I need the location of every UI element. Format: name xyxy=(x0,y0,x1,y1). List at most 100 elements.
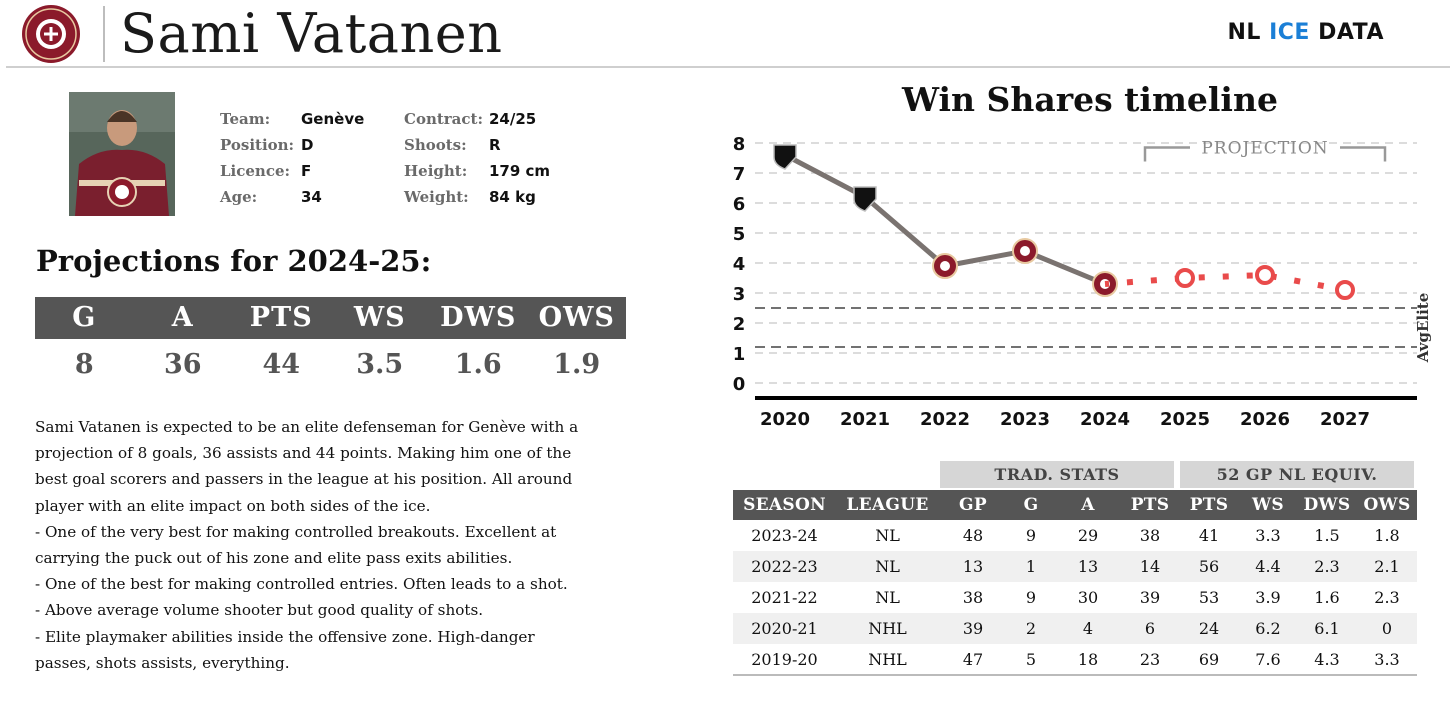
stats-header-row: SEASON LEAGUE GP G A PTS PTS WS DWS OWS xyxy=(733,490,1417,520)
table-cell: 29 xyxy=(1077,526,1099,545)
x-tick-label: 2025 xyxy=(1160,409,1210,430)
header-gp: GP xyxy=(939,490,1007,520)
table-cell: 2.3 xyxy=(1297,551,1357,582)
table-row: 2021-22 NL 38 9 30 39 53 3.9 1.6 2.3 xyxy=(733,582,1417,613)
x-tick-label: 2020 xyxy=(760,409,810,430)
player-photo-icon xyxy=(69,92,175,216)
table-cell: 1.8 xyxy=(1374,526,1400,545)
table-cell: 38 xyxy=(1139,526,1161,545)
y-tick-label: 7 xyxy=(733,164,746,185)
y-tick-label: 5 xyxy=(733,224,746,245)
x-tick-label: 2021 xyxy=(840,409,890,430)
table-row: 2020-21 NHL 39 2 4 6 24 6.2 6.1 0 xyxy=(733,613,1417,644)
table-cell: 6.1 xyxy=(1297,613,1357,644)
header-ows: OWS xyxy=(1357,490,1417,520)
proj-value-dws: 1.6 xyxy=(454,349,502,380)
brand-prefix: NL xyxy=(1227,20,1270,45)
age-label: Age: xyxy=(220,188,258,206)
table-cell: 1 xyxy=(1007,551,1055,582)
table-cell: NHL xyxy=(836,644,939,676)
table-cell: 4.4 xyxy=(1239,551,1297,582)
table-cell: 6 xyxy=(1121,613,1179,644)
licence-value: F xyxy=(301,162,312,180)
description-line: projection of 8 goals, 36 assists and 44… xyxy=(35,444,572,463)
shoots-value: R xyxy=(489,136,501,154)
stats-table: SEASON LEAGUE GP G A PTS PTS WS DWS OWS … xyxy=(733,490,1417,676)
description-line: - One of the best for making controlled … xyxy=(35,575,568,594)
header-a: A xyxy=(1055,490,1121,520)
table-cell: 69 xyxy=(1179,644,1239,676)
weight-label: Weight: xyxy=(404,188,469,206)
table-cell: 2 xyxy=(1007,613,1055,644)
table-cell: 2020-21 xyxy=(733,613,836,644)
proj-header-g: G xyxy=(72,302,97,333)
proj-value-a: 36 xyxy=(163,349,202,380)
table-cell: 7.6 xyxy=(1239,644,1297,676)
player-name: Sami Vatanen xyxy=(120,2,503,65)
table-cell: 2.3 xyxy=(1374,588,1400,607)
projection-point xyxy=(1175,268,1195,288)
brand-suffix: DATA xyxy=(1309,20,1384,45)
description-line: best goal scorers and passers in the lea… xyxy=(35,470,573,489)
header-rule xyxy=(6,66,1450,68)
player-description: Sami Vatanen is expected to be an elite … xyxy=(35,414,625,676)
age-value: 34 xyxy=(301,188,322,206)
y-tick-label: 1 xyxy=(733,344,746,365)
y-tick-label: 0 xyxy=(733,374,746,395)
table-cell: 1.6 xyxy=(1314,588,1340,607)
table-cell: 5 xyxy=(1007,644,1055,676)
description-line: - One of the very best for making contro… xyxy=(35,522,557,541)
proj-header-ows: OWS xyxy=(538,302,615,333)
geneve-logo-center xyxy=(1020,246,1030,256)
x-tick-label: 2027 xyxy=(1320,409,1370,430)
table-cell: 24 xyxy=(1179,613,1239,644)
table-cell: 39 xyxy=(939,613,1007,644)
y-tick-label: 2 xyxy=(733,314,746,335)
table-cell: 1.5 xyxy=(1314,526,1340,545)
header-pts: PTS xyxy=(1121,490,1179,520)
projections-header-row: G A PTS WS DWS OWS xyxy=(35,297,626,339)
y-tick-label: 8 xyxy=(733,134,746,155)
table-cell: 0 xyxy=(1357,613,1417,644)
nhl-logo-icon xyxy=(773,144,797,170)
table-cell: NHL xyxy=(836,613,939,644)
header-equiv-pts: PTS xyxy=(1179,490,1239,520)
table-cell: 38 xyxy=(962,588,984,607)
description-line: - Elite playmaker abilities inside the o… xyxy=(35,627,535,646)
table-cell: 56 xyxy=(1179,551,1239,582)
y-tick-label: 4 xyxy=(733,254,746,275)
proj-value-pts: 44 xyxy=(262,349,301,380)
table-cell: 4 xyxy=(1055,613,1121,644)
proj-header-a: A xyxy=(171,302,194,333)
proj-value-ws: 3.5 xyxy=(356,349,404,380)
shoots-label: Shoots: xyxy=(404,136,467,154)
table-cell: 3.9 xyxy=(1255,588,1281,607)
table-cell: 2019-20 xyxy=(733,644,836,676)
proj-header-ws: WS xyxy=(353,302,406,333)
header-league: LEAGUE xyxy=(836,490,939,520)
table-cell: 30 xyxy=(1077,588,1099,607)
brand-accent: ICE xyxy=(1269,20,1310,45)
header-season: SEASON xyxy=(733,490,836,520)
projection-point xyxy=(1255,265,1275,285)
table-cell: 13 xyxy=(1055,551,1121,582)
team-label: Team: xyxy=(220,110,271,128)
description-line: passes, shots assists, everything. xyxy=(35,653,290,672)
x-tick-label: 2024 xyxy=(1080,409,1130,430)
proj-header-dws: DWS xyxy=(440,302,517,333)
brand-logo: NL ICE DATA xyxy=(1227,20,1384,45)
table-cell: NL xyxy=(836,551,939,582)
y-tick-label: 6 xyxy=(733,194,746,215)
nhl-logo-icon xyxy=(853,186,877,212)
position-value: D xyxy=(301,136,314,154)
info-values-left: Genève D F 34 xyxy=(301,106,364,210)
x-tick-label: 2023 xyxy=(1000,409,1050,430)
projections-values-row: 8 36 44 3.5 1.6 1.9 xyxy=(35,343,626,387)
table-cell: 48 xyxy=(962,526,984,545)
table-cell: 6.2 xyxy=(1239,613,1297,644)
projection-series-line xyxy=(1104,271,1346,293)
table-cell: 2022-23 xyxy=(733,551,836,582)
proj-value-g: 8 xyxy=(74,349,94,380)
group-header-trad: TRAD. STATS xyxy=(940,461,1174,488)
proj-value-ows: 1.9 xyxy=(553,349,601,380)
